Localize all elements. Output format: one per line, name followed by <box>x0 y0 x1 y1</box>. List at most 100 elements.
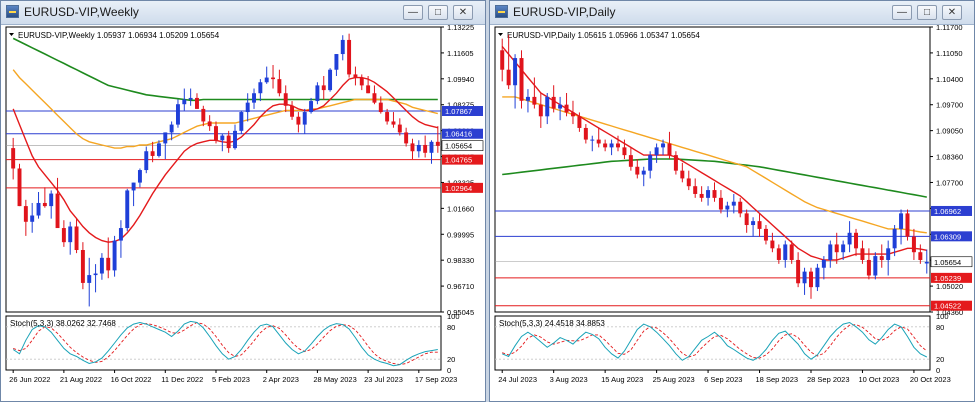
candle-body <box>558 104 563 109</box>
daily-window-title: EURUSD-VIP,Daily <box>513 5 616 19</box>
candle-body <box>686 178 691 187</box>
close-button[interactable]: ✕ <box>942 5 962 20</box>
candle-body <box>821 259 826 268</box>
candle <box>577 112 582 132</box>
candle-body <box>429 141 434 153</box>
candle-body <box>751 221 756 226</box>
candle <box>783 240 788 268</box>
main-pane <box>5 26 442 313</box>
candle-body <box>545 96 550 117</box>
candle-body <box>277 79 282 94</box>
daily-chart[interactable]: EURUSD-VIP,Daily 1.05615 1.05966 1.05347… <box>490 24 974 401</box>
candle <box>385 108 390 125</box>
level-price-label: 1.04522 <box>934 302 961 311</box>
candle <box>175 99 180 128</box>
candle <box>596 127 601 148</box>
candle <box>628 147 633 171</box>
candle <box>718 190 723 214</box>
candle-body <box>163 132 168 144</box>
level-price-label: 1.04765 <box>445 156 472 165</box>
candle <box>391 112 396 128</box>
candle-body <box>144 151 149 171</box>
time-axis-label: 18 Sep 2023 <box>756 375 799 384</box>
candle-body <box>680 170 685 179</box>
level-price-tag <box>442 105 483 116</box>
time-axis-label: 26 Jun 2022 <box>9 375 50 384</box>
candle <box>17 163 22 207</box>
time-axis-label: 3 Aug 2023 <box>550 375 588 384</box>
stoch-axis-label: 100 <box>936 312 949 321</box>
weekly-chart[interactable]: EURUSD-VIP,Weekly 1.05937 1.06934 1.0520… <box>1 24 485 401</box>
candle-body <box>770 240 775 249</box>
candle <box>239 110 244 134</box>
candle-body <box>564 104 569 113</box>
candle <box>751 217 756 237</box>
candle-body <box>258 82 263 94</box>
close-button[interactable]: ✕ <box>453 5 473 20</box>
candle-body <box>763 228 768 241</box>
candle-body <box>673 155 678 171</box>
candle-body <box>309 101 314 113</box>
header-triangle-icon <box>9 33 14 36</box>
candle-body <box>500 50 505 70</box>
level-price-label: 1.06309 <box>934 232 961 241</box>
maximize-icon: □ <box>434 7 442 18</box>
candle-body <box>68 226 73 243</box>
candle <box>340 35 345 61</box>
candle <box>42 187 47 208</box>
candle-body <box>347 39 352 75</box>
candle-body <box>264 77 269 83</box>
price-axis-label: 1.11050 <box>936 49 963 58</box>
candle <box>506 34 511 90</box>
time-axis-label: 21 Aug 2022 <box>60 375 102 384</box>
candle <box>118 220 123 258</box>
candle <box>61 220 66 247</box>
candle <box>551 85 556 113</box>
candle-body <box>207 121 212 127</box>
candle-body <box>404 132 409 144</box>
candle <box>924 249 929 274</box>
weekly-titlebar[interactable]: EURUSD-VIP,Weekly — □ ✕ <box>1 1 485 25</box>
candle <box>366 75 371 94</box>
maximize-button[interactable]: □ <box>917 5 937 20</box>
candle <box>131 182 136 207</box>
candle <box>558 96 563 121</box>
candle <box>290 101 295 120</box>
candle <box>68 221 73 255</box>
price-axis-label: 0.98330 <box>447 256 474 265</box>
candle-body <box>718 197 723 210</box>
time-axis-label: 15 Aug 2023 <box>601 375 643 384</box>
candle-body <box>385 112 390 122</box>
candle-body <box>924 261 929 264</box>
candle-body <box>87 275 92 283</box>
candle <box>233 124 237 150</box>
candle-body <box>899 213 904 229</box>
candle-body <box>366 85 371 94</box>
candle <box>854 228 859 257</box>
minimize-button[interactable]: — <box>892 5 912 20</box>
candle <box>347 33 352 78</box>
minimize-button[interactable]: — <box>403 5 423 20</box>
candle-body <box>372 93 377 103</box>
candle <box>519 50 524 109</box>
candle-body <box>188 97 193 100</box>
current-price-tag <box>930 256 973 268</box>
price-axis-label: 1.01660 <box>447 204 474 213</box>
candle <box>144 146 149 174</box>
candle-body <box>641 170 646 175</box>
maximize-button[interactable]: □ <box>428 5 448 20</box>
time-axis-label: 11 Dec 2022 <box>161 375 203 384</box>
candle-body <box>214 126 218 141</box>
candle-body <box>416 144 421 152</box>
candle <box>188 88 193 106</box>
daily-titlebar[interactable]: EURUSD-VIP,Daily — □ ✕ <box>490 1 974 25</box>
candle-body <box>583 127 588 140</box>
candle <box>309 97 314 114</box>
slow-moving-average-line <box>502 158 927 198</box>
candle-body <box>11 148 16 169</box>
candle-body <box>137 170 142 183</box>
candle-body <box>283 93 288 106</box>
candle-body <box>296 116 301 125</box>
candle-body <box>220 135 225 141</box>
candle-body <box>905 213 910 237</box>
